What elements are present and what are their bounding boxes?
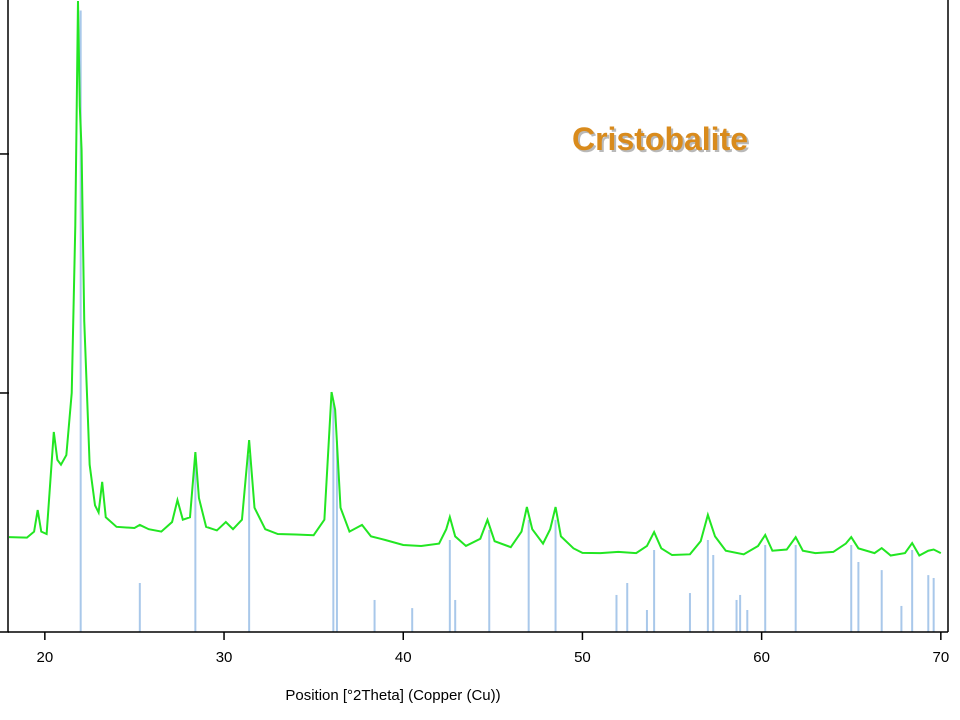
annotation-shadow: Cristobalite <box>574 123 750 159</box>
x-tick-label: 20 <box>36 649 53 666</box>
x-tick-label: 40 <box>395 649 412 666</box>
pattern-line <box>8 0 942 557</box>
x-tick-label: 60 <box>753 649 770 666</box>
x-tick-label: 30 <box>216 649 233 666</box>
x-axis-title: Position [°2Theta] (Copper (Cu)) <box>285 687 500 704</box>
x-tick-label: 50 <box>574 649 591 666</box>
x-tick-label: 70 <box>932 649 949 666</box>
annotation: Cristobalite <box>572 121 748 157</box>
